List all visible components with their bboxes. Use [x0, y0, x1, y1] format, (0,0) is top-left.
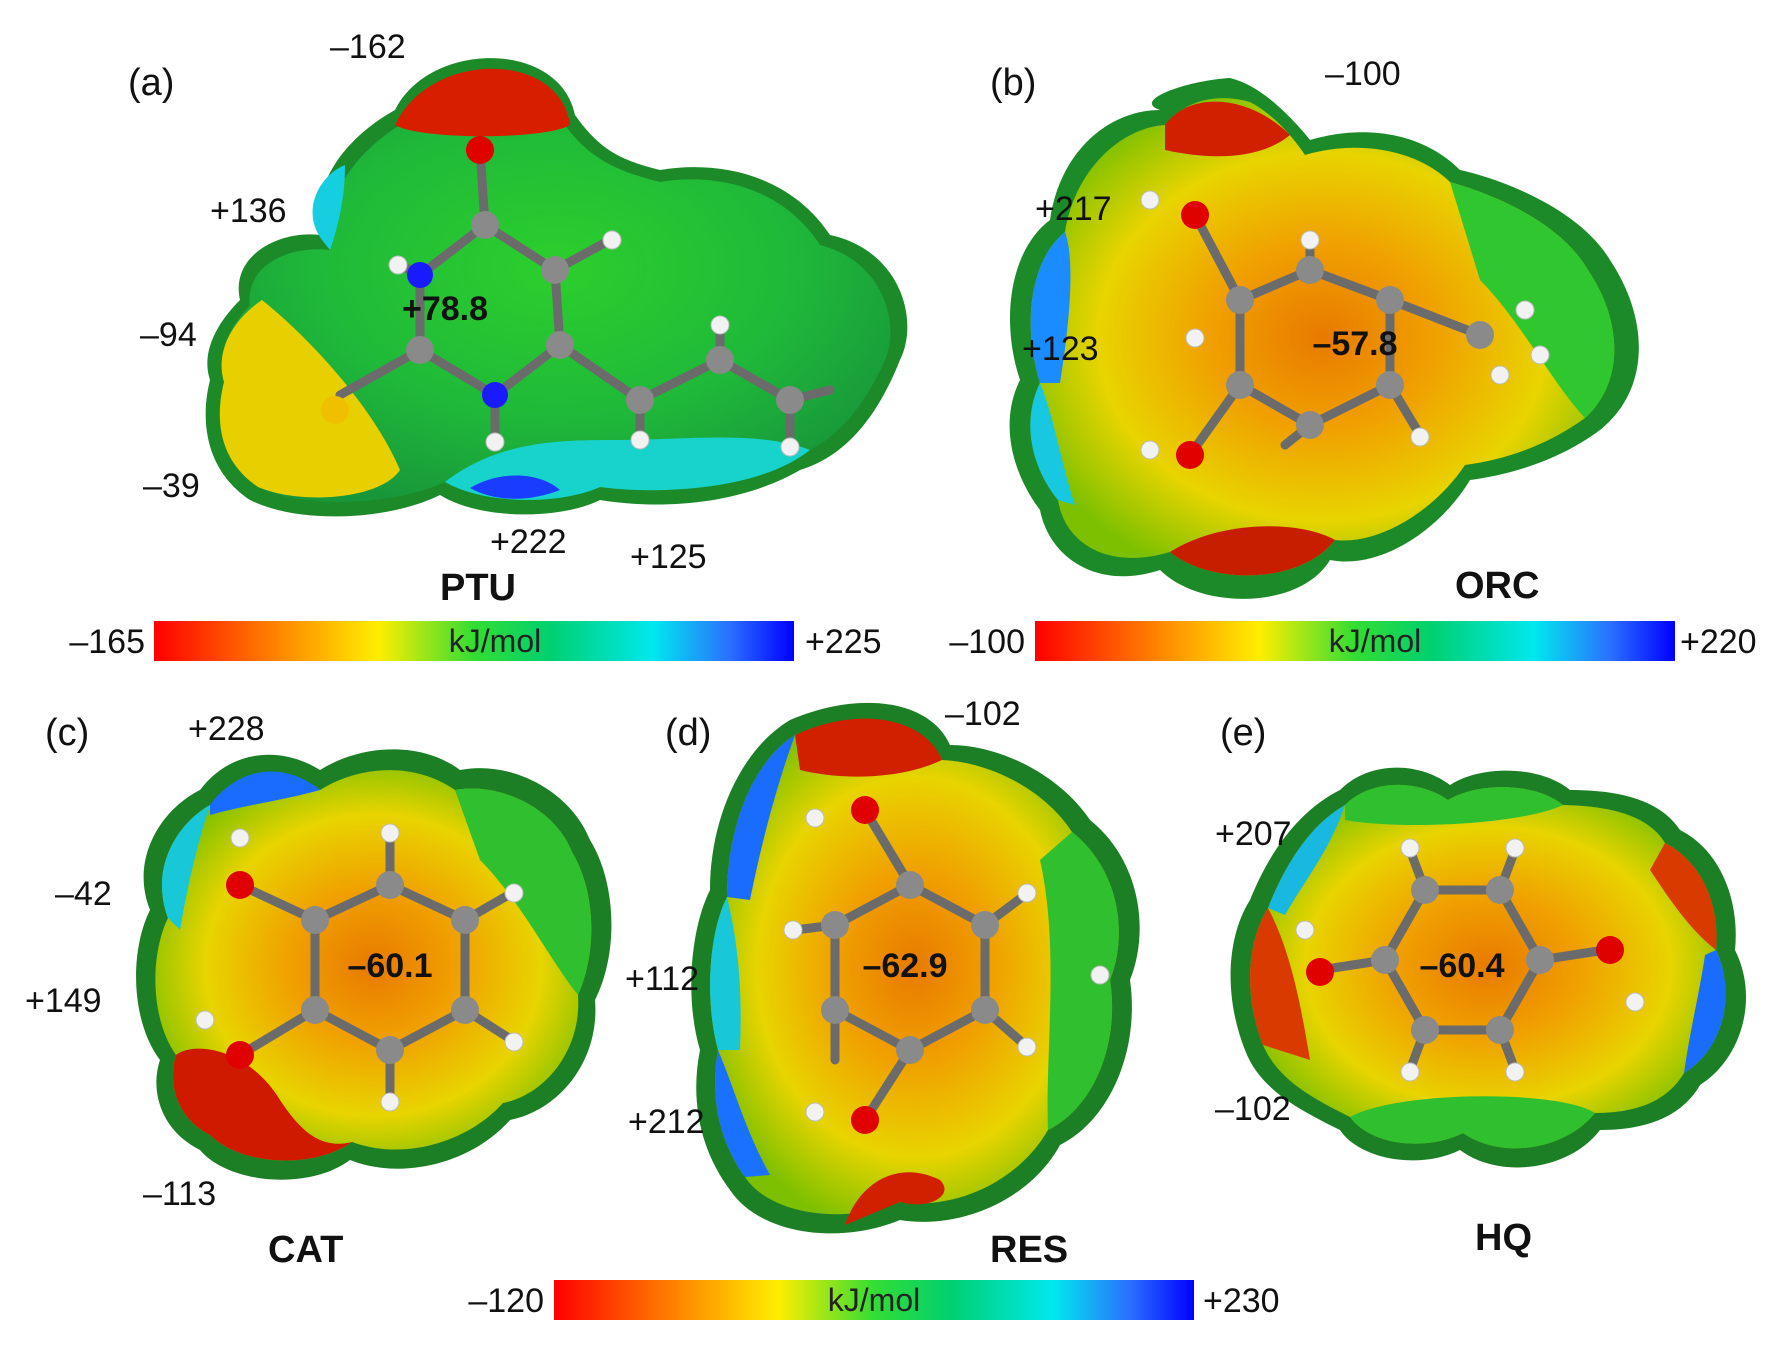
cat-cyan-edge — [162, 805, 210, 930]
cat-value-4: –113 — [143, 1175, 216, 1213]
ptu-yellow-region — [219, 300, 400, 498]
orc-center-value: –57.8 — [1312, 325, 1397, 363]
res-red-top — [795, 718, 942, 777]
colorbar-a: –165 +225 kJ/mol — [69, 621, 882, 661]
colorbar-c-gradient — [554, 1280, 1194, 1320]
res-red-bottom — [845, 1172, 945, 1225]
cat-blue-top — [210, 771, 320, 815]
res-esp-inner — [710, 720, 1119, 1215]
hq-red-right — [1650, 843, 1717, 950]
hq-red-left — [1250, 908, 1310, 1060]
panel-a: (a) +78.8 –162 +136 –94 –39 +222 +125 PT… — [128, 28, 908, 609]
res-blue-edge — [727, 735, 795, 900]
colorbar-c-unit: kJ/mol — [828, 1282, 920, 1318]
ptu-atoms — [321, 136, 804, 457]
colorbar-a-min: –165 — [69, 623, 145, 661]
hq-green-top — [1345, 784, 1563, 825]
panel-a-label: (a) — [128, 62, 174, 104]
colorbar-b-gradient — [1035, 621, 1675, 661]
orc-name: ORC — [1455, 565, 1539, 607]
cat-value-2: –42 — [55, 875, 112, 913]
colorbar-a-unit: kJ/mol — [449, 623, 541, 659]
res-center-value: –62.9 — [862, 947, 947, 985]
ptu-value-1: –162 — [330, 28, 406, 66]
orc-value-3: +123 — [1022, 330, 1099, 368]
ptu-red-region — [395, 68, 570, 137]
ptu-value-6: +125 — [630, 538, 707, 576]
orc-red-bottom — [1170, 526, 1335, 576]
ptu-blue-region — [470, 475, 560, 499]
cat-esp-inner — [155, 770, 592, 1161]
res-blue-low — [715, 1050, 770, 1177]
cat-center-value: –60.1 — [347, 947, 432, 985]
orc-red-top — [1165, 101, 1290, 157]
colorbar-c-min: –120 — [468, 1282, 544, 1320]
hq-cyan-left — [1268, 805, 1345, 915]
orc-cyan-edge — [1030, 383, 1075, 505]
cat-red-bottom — [173, 1048, 352, 1161]
panel-c: (c) –60.1 +228 –42 +149 –113 CAT — [25, 710, 612, 1271]
orc-blue-edge — [1030, 232, 1071, 383]
colorbar-b-min: –100 — [949, 623, 1025, 661]
res-green-right — [1040, 832, 1119, 1130]
orc-value-1: –100 — [1325, 55, 1401, 93]
hq-name: HQ — [1475, 1217, 1532, 1259]
ptu-value-4: –39 — [143, 467, 200, 505]
ptu-name: PTU — [440, 567, 516, 609]
res-name: RES — [990, 1229, 1068, 1271]
res-value-2: +112 — [625, 960, 699, 998]
cat-value-1: +228 — [188, 710, 265, 748]
orc-atoms — [1140, 190, 1550, 469]
panel-e-label: (e) — [1220, 712, 1266, 754]
hq-esp-inner — [1250, 784, 1726, 1149]
res-atoms — [783, 796, 1110, 1134]
hq-atoms — [1295, 838, 1645, 1082]
colorbar-a-max: +225 — [805, 623, 882, 661]
colorbar-c: –120 +230 kJ/mol — [468, 1280, 1280, 1320]
hq-value-2: –102 — [1215, 1090, 1291, 1128]
orc-value-2: +217 — [1035, 190, 1112, 228]
panel-b-label: (b) — [990, 62, 1036, 104]
colorbar-a-gradient — [154, 621, 794, 661]
ptu-value-2: +136 — [210, 192, 287, 230]
panel-d: (d) –62.9 –102 +112 +212 RES — [625, 695, 1140, 1271]
res-cyan-edge — [710, 897, 741, 1050]
colorbar-c-max: +230 — [1203, 1282, 1280, 1320]
panel-e: (e) –60.4 +207 –102 HQ — [1215, 712, 1747, 1259]
res-value-3: +212 — [628, 1103, 705, 1141]
hq-blue-right — [1684, 950, 1726, 1073]
orc-green-right — [1450, 182, 1615, 418]
hq-value-1: +207 — [1215, 815, 1292, 853]
ptu-cyan-edge — [312, 165, 345, 250]
ptu-center-value: +78.8 — [402, 290, 488, 328]
panel-d-label: (d) — [665, 712, 711, 754]
ptu-value-3: –94 — [140, 316, 197, 354]
hq-center-value: –60.4 — [1419, 947, 1504, 985]
ptu-value-5: +222 — [490, 523, 567, 561]
hq-green-bottom — [1350, 1096, 1595, 1149]
panel-c-label: (c) — [45, 712, 89, 754]
res-value-1: –102 — [945, 695, 1021, 733]
colorbar-b: –100 +220 kJ/mol — [949, 621, 1757, 661]
panel-b: (b) –57.8 –100 +217 +123 ORC — [990, 55, 1639, 607]
cat-value-3: +149 — [25, 982, 102, 1020]
colorbar-b-unit: kJ/mol — [1329, 623, 1421, 659]
cat-atoms — [195, 823, 524, 1112]
colorbar-b-max: +220 — [1680, 623, 1757, 661]
cat-name: CAT — [268, 1229, 343, 1271]
